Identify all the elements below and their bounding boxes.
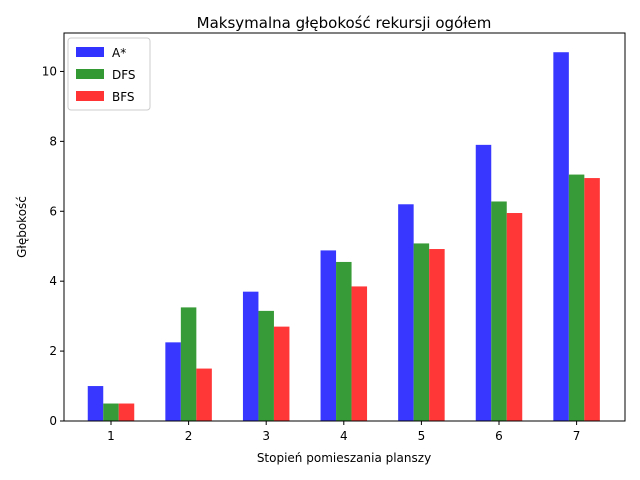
plot-frame — [63, 32, 626, 422]
bars-group — [87, 52, 600, 422]
legend: A* DFS BFS — [67, 37, 151, 111]
bar-dfs-3 — [258, 310, 274, 421]
bar-bfs-1 — [118, 403, 135, 421]
legend-swatch — [76, 91, 104, 101]
bar-dfs-2 — [180, 307, 197, 421]
x-tick-label: 4 — [340, 429, 348, 443]
y-axis-label: Głębokość — [15, 196, 29, 258]
bar-bfs-5 — [429, 249, 445, 421]
x-tick-label: 7 — [573, 429, 581, 443]
bar-a-1 — [87, 386, 104, 421]
legend-label: BFS — [112, 90, 135, 104]
bar-dfs-5 — [413, 243, 430, 421]
legend-label: DFS — [112, 68, 136, 82]
y-tick-label: 2 — [49, 344, 57, 358]
bar-dfs-1 — [103, 403, 119, 421]
bar-a-3 — [242, 291, 259, 421]
y-tick-label: 0 — [49, 414, 57, 428]
bar-a-6 — [475, 144, 492, 422]
bar-bfs-2 — [196, 368, 212, 421]
bar-bfs-6 — [506, 213, 523, 421]
bar-a-7 — [553, 52, 569, 422]
chart-title: Maksymalna głębokość rekursji ogółem — [197, 14, 492, 32]
bar-a-5 — [398, 204, 414, 421]
x-tick-label: 6 — [495, 429, 503, 443]
x-axis-label: Stopień pomieszania planszy — [257, 451, 431, 465]
bar-dfs-6 — [491, 201, 507, 421]
y-tick-label: 4 — [49, 274, 57, 288]
bar-bfs-7 — [584, 178, 600, 421]
y-tick-label: 10 — [42, 64, 57, 78]
y-tick-label: 8 — [49, 134, 57, 148]
legend-swatch — [76, 47, 104, 57]
legend-label: A* — [112, 46, 126, 60]
legend-swatch — [76, 69, 104, 79]
x-tick-label: 3 — [262, 429, 270, 443]
x-tick-label: 2 — [185, 429, 193, 443]
y-tick-label: 6 — [49, 204, 57, 218]
y-axis-ticks: 0 2 4 6 8 10 — [42, 64, 64, 428]
x-tick-label: 1 — [107, 429, 115, 443]
x-axis-ticks: 1 2 3 4 5 6 7 — [107, 421, 580, 443]
bar-dfs-4 — [336, 261, 352, 421]
bar-a-4 — [320, 250, 337, 421]
bar-a-2 — [165, 342, 181, 421]
x-tick-label: 5 — [418, 429, 426, 443]
bar-bfs-4 — [351, 286, 368, 421]
bar-bfs-3 — [273, 326, 290, 421]
bar-dfs-7 — [568, 174, 585, 421]
